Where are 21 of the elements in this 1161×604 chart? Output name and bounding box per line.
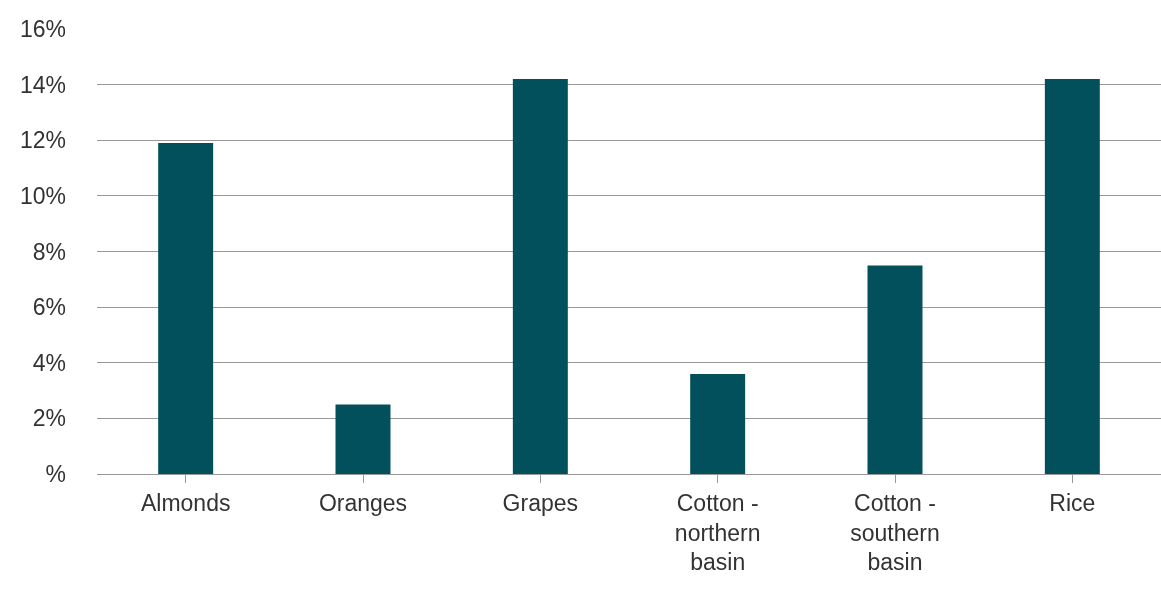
y-tick-label: 2% (32, 405, 66, 432)
y-tick-label: 8% (32, 238, 66, 265)
y-tick-label: 16% (19, 16, 66, 43)
x-tick-label: Rice (1049, 489, 1096, 516)
bar (158, 143, 214, 474)
y-tick-label: 14% (19, 71, 66, 98)
bar (690, 373, 746, 474)
y-tick-label: % (45, 461, 66, 488)
x-tick-label: Cotton - southern basin (850, 489, 940, 576)
bar (867, 265, 923, 474)
bar (335, 404, 391, 474)
x-tick-label: Almonds (140, 489, 231, 516)
y-tick-label: 4% (32, 349, 66, 376)
x-tick-label: Grapes (502, 489, 579, 516)
y-tick-label: 10% (19, 182, 66, 209)
y-tick-label: 6% (32, 294, 66, 321)
bar (512, 79, 568, 474)
x-tick-label: Cotton - northern basin (674, 489, 761, 576)
bar (1044, 79, 1100, 474)
y-tick-label: 12% (19, 127, 66, 154)
x-tick-label: Oranges (318, 489, 408, 516)
